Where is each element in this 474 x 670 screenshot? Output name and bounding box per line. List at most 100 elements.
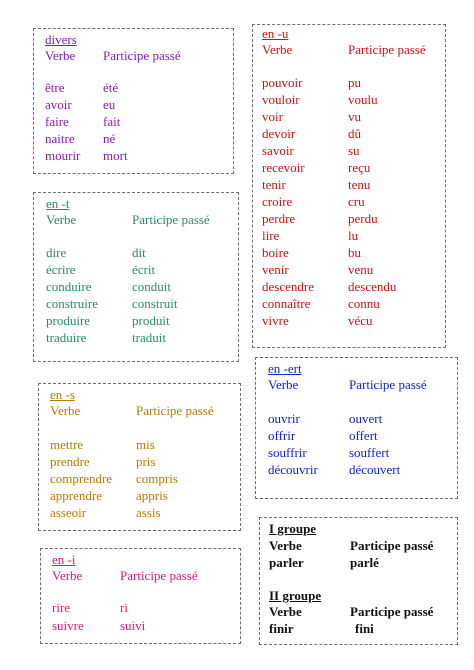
g2-verbe: finir xyxy=(269,621,294,636)
verb-infinitive: asseoir xyxy=(50,505,87,520)
box-en-s: en -s Verbe Participe passé mettre mis pre… xyxy=(38,383,241,531)
verb-infinitive: boire xyxy=(262,245,289,260)
verb-past-participle: eu xyxy=(103,97,116,112)
verb-infinitive: croire xyxy=(262,194,293,209)
g2-col-verbe: Verbe xyxy=(269,604,302,619)
box-en-u: en -u Verbe Participe passé pouvoir pu vou… xyxy=(252,24,446,348)
verb-past-participle: tenu xyxy=(348,177,371,192)
verb-infinitive: savoir xyxy=(262,143,294,158)
verb-infinitive: mourir xyxy=(45,148,81,163)
verb-past-participle: né xyxy=(103,131,116,146)
g2-col-pp: Participe passé xyxy=(350,604,434,619)
verb-infinitive: être xyxy=(45,80,65,95)
divers-col-verbe: Verbe xyxy=(45,48,76,63)
verb-infinitive: conduire xyxy=(46,279,92,294)
verb-infinitive: recevoir xyxy=(262,160,305,175)
verb-infinitive: apprendre xyxy=(50,488,102,503)
verb-past-participle: vécu xyxy=(348,313,373,328)
box-en-t: en -t Verbe Participe passé dire dit écrir… xyxy=(33,192,239,362)
g1-verbe: parler xyxy=(269,555,304,570)
en-u-title: en -u xyxy=(262,26,289,41)
verb-infinitive: perdre xyxy=(262,211,296,226)
en-i-title: en -i xyxy=(52,552,76,567)
g1-pp: parlé xyxy=(350,555,379,570)
en-ert-title: en -ert xyxy=(268,361,302,376)
verb-past-participle: suivi xyxy=(120,618,146,633)
verb-past-participle: pris xyxy=(136,454,156,469)
g2-title: II groupe xyxy=(269,588,322,603)
box-en-i: en -i Verbe Participe passé rire ri suivre… xyxy=(40,548,241,644)
verb-past-participle: mort xyxy=(103,148,128,163)
verb-infinitive: tenir xyxy=(262,177,286,192)
g1-title: I groupe xyxy=(269,521,317,536)
verb-past-participle: su xyxy=(348,143,360,158)
en-s-col-verbe: Verbe xyxy=(50,403,81,418)
verb-past-participle: conduit xyxy=(132,279,171,294)
en-t-col-pp: Participe passé xyxy=(132,212,210,227)
verb-past-participle: compris xyxy=(136,471,178,486)
box-divers: divers Verbe Participe passé être été avoi… xyxy=(33,28,234,174)
g1-col-pp: Participe passé xyxy=(350,538,434,553)
box-groupes: I groupe Verbe Participe passé parler pa… xyxy=(259,517,458,645)
verb-infinitive: vouloir xyxy=(262,92,300,107)
verb-past-participle: découvert xyxy=(349,462,401,477)
verb-infinitive: avoir xyxy=(45,97,72,112)
verb-infinitive: descendre xyxy=(262,279,314,294)
verb-infinitive: traduire xyxy=(46,330,87,345)
en-u-col-pp: Participe passé xyxy=(348,42,426,57)
verb-infinitive: comprendre xyxy=(50,471,113,486)
en-t-title: en -t xyxy=(46,196,70,211)
verb-infinitive: produire xyxy=(46,313,91,328)
verb-past-participle: descendu xyxy=(348,279,397,294)
en-i-col-pp: Participe passé xyxy=(120,568,198,583)
en-i-col-verbe: Verbe xyxy=(52,568,83,583)
verb-past-participle: offert xyxy=(349,428,378,443)
verb-past-participle: dit xyxy=(132,245,146,260)
verb-infinitive: écrire xyxy=(46,262,76,277)
verb-past-participle: bu xyxy=(348,245,361,260)
verb-past-participle: reçu xyxy=(348,160,371,175)
verb-infinitive: dire xyxy=(46,245,67,260)
verb-past-participle: assis xyxy=(136,505,161,520)
verb-infinitive: voir xyxy=(262,109,283,124)
en-u-col-verbe: Verbe xyxy=(262,42,293,57)
verb-infinitive: construire xyxy=(46,296,98,311)
verb-infinitive: découvrir xyxy=(268,462,318,477)
verb-infinitive: lire xyxy=(262,228,280,243)
en-ert-col-pp: Participe passé xyxy=(349,377,427,392)
verb-past-participle: écrit xyxy=(132,262,156,277)
verb-infinitive: souffrir xyxy=(268,445,307,460)
g2-pp: fini xyxy=(355,621,374,636)
verb-infinitive: faire xyxy=(45,114,69,129)
verb-past-participle: pu xyxy=(348,75,361,90)
verb-past-participle: été xyxy=(103,80,119,95)
verb-infinitive: rire xyxy=(52,600,71,615)
verb-past-participle: perdu xyxy=(348,211,378,226)
verb-past-participle: appris xyxy=(136,488,168,503)
verb-past-participle: mis xyxy=(136,437,155,452)
verb-infinitive: ouvrir xyxy=(268,411,300,426)
en-t-col-verbe: Verbe xyxy=(46,212,77,227)
verb-infinitive: vivre xyxy=(262,313,289,328)
en-ert-col-verbe: Verbe xyxy=(268,377,299,392)
verb-past-participle: cru xyxy=(348,194,365,209)
verb-infinitive: offrir xyxy=(268,428,296,443)
divers-title: divers xyxy=(45,32,77,47)
box-en-ert: en -ert Verbe Participe passé ouvrir ouve… xyxy=(255,357,458,499)
en-s-title: en -s xyxy=(50,387,75,402)
verb-past-participle: produit xyxy=(132,313,170,328)
verb-infinitive: devoir xyxy=(262,126,296,141)
verb-past-participle: voulu xyxy=(348,92,378,107)
verb-past-participle: construit xyxy=(132,296,178,311)
verb-infinitive: connaître xyxy=(262,296,311,311)
verb-past-participle: ouvert xyxy=(349,411,383,426)
verb-infinitive: suivre xyxy=(52,618,84,633)
verb-infinitive: venir xyxy=(262,262,289,277)
verb-past-participle: souffert xyxy=(349,445,390,460)
verb-past-participle: vu xyxy=(348,109,361,124)
verb-infinitive: pouvoir xyxy=(262,75,303,90)
verb-past-participle: ri xyxy=(120,600,128,615)
g1-col-verbe: Verbe xyxy=(269,538,302,553)
verb-infinitive: mettre xyxy=(50,437,84,452)
verb-infinitive: naitre xyxy=(45,131,75,146)
